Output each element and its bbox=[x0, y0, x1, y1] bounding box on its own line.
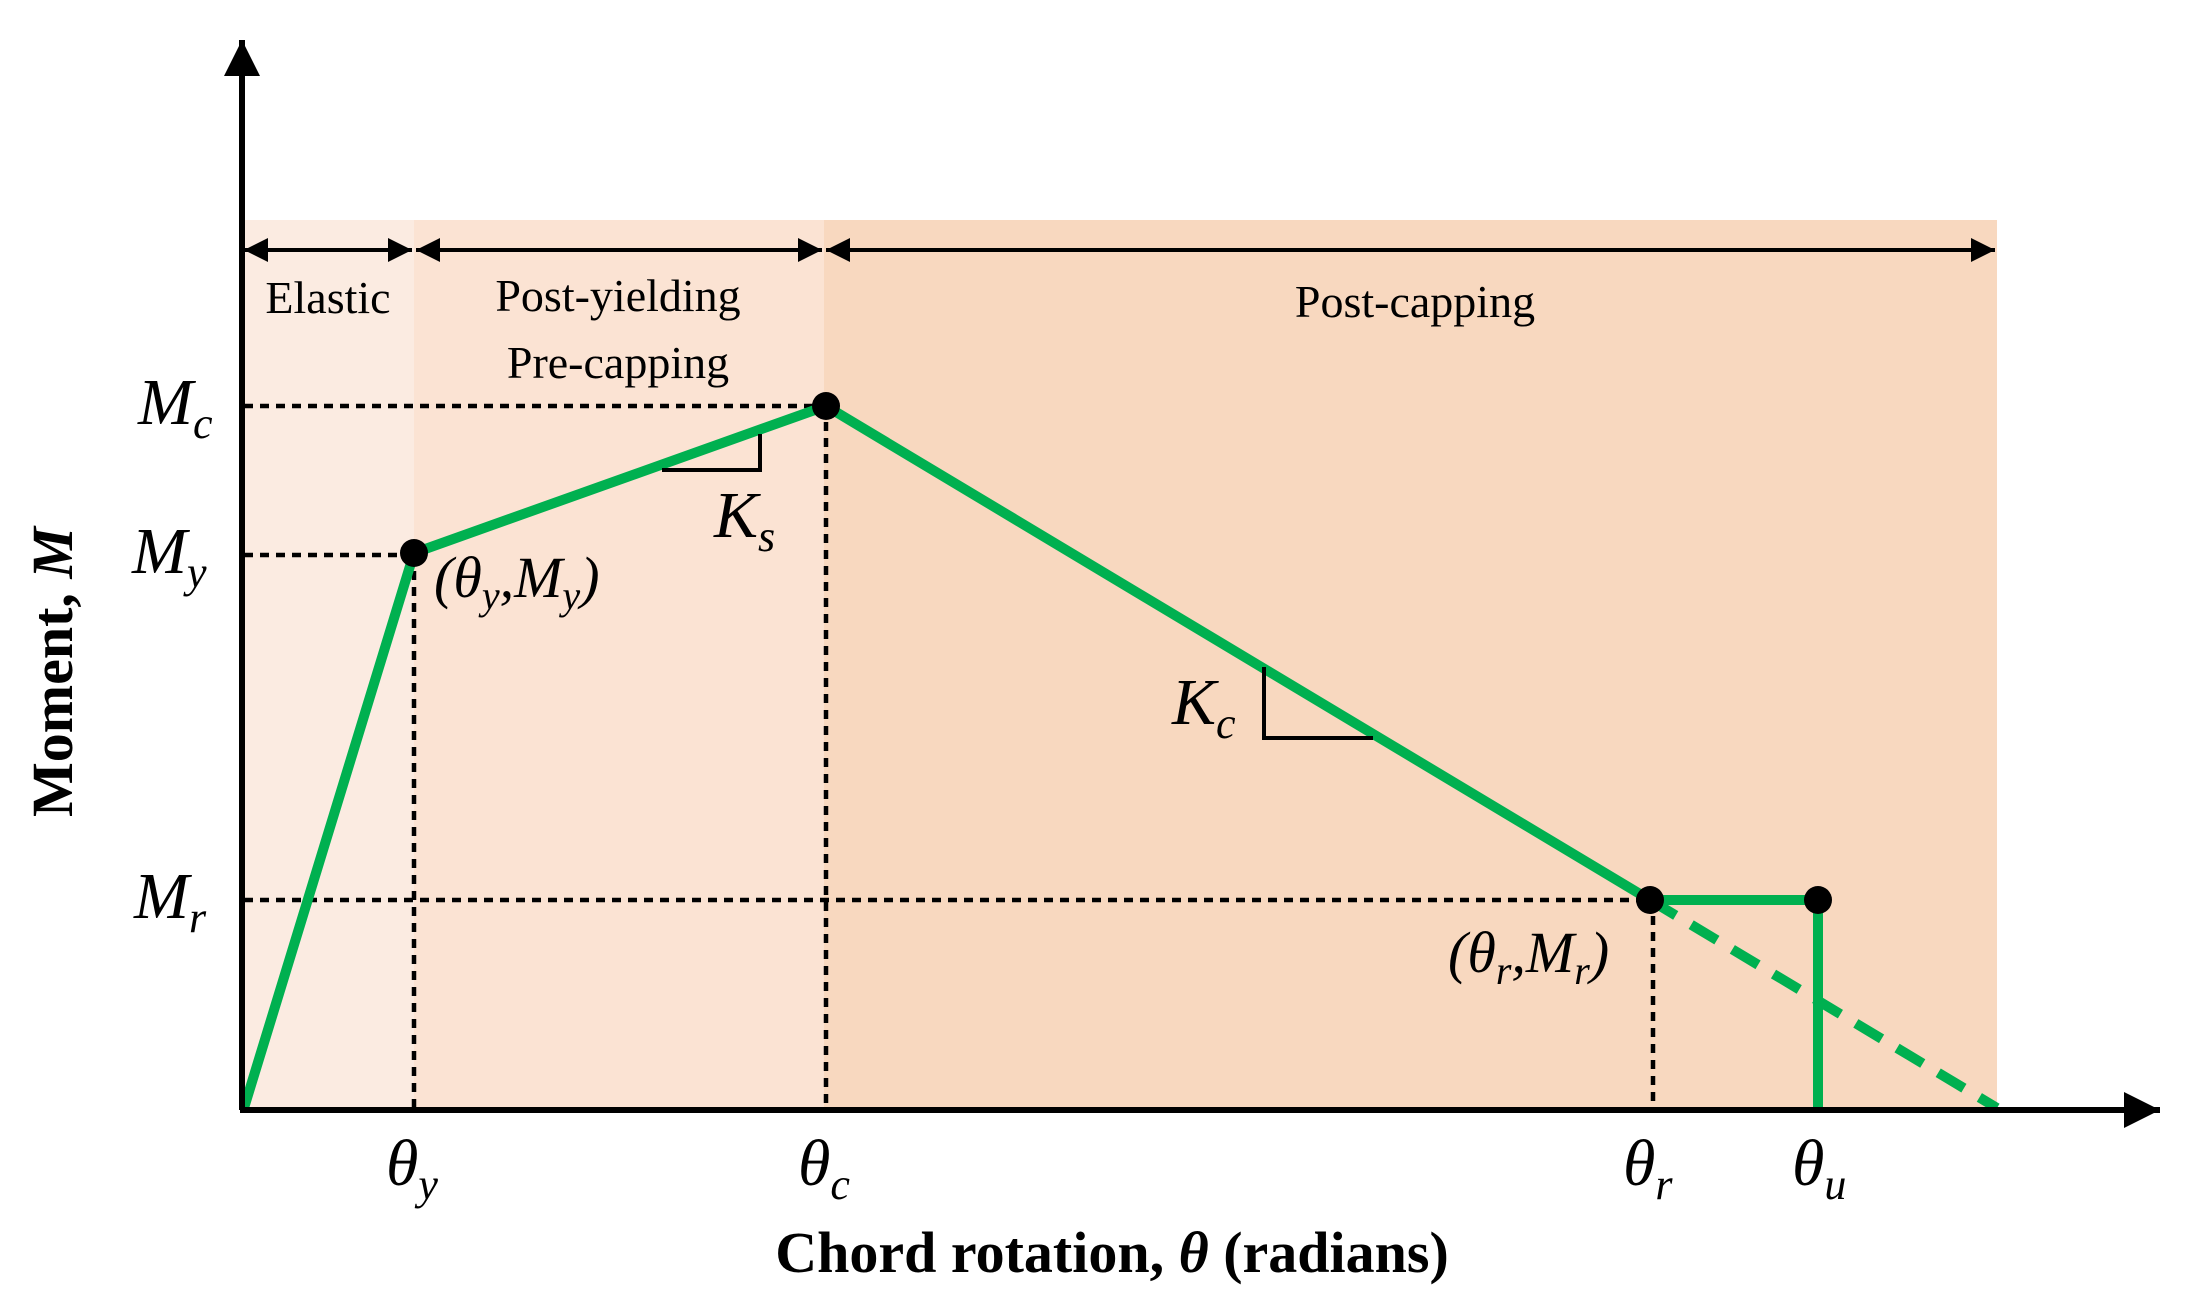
region-label-post-yielding: Post-yielding bbox=[495, 270, 740, 321]
region-elastic bbox=[242, 220, 414, 1108]
backbone-curve bbox=[239, 400, 1823, 1110]
y-tick-my: My bbox=[131, 515, 207, 597]
region-post-capping bbox=[824, 220, 1997, 1108]
x-tick-theta-r: θr bbox=[1623, 1127, 1673, 1209]
slope-triangle-kc bbox=[1262, 667, 1373, 740]
region-label-pre-capping: Pre-capping bbox=[507, 337, 729, 388]
label-kc: Kc bbox=[1171, 666, 1236, 748]
y-axis-title: Moment, M bbox=[20, 525, 85, 817]
backbone-extension-dashed bbox=[1647, 895, 2000, 1113]
point-ultimate bbox=[1804, 886, 1832, 914]
region-label-post-capping: Post-capping bbox=[1295, 276, 1535, 327]
x-axis-title: Chord rotation, θ (radians) bbox=[775, 1220, 1449, 1285]
point-yield bbox=[400, 539, 428, 567]
region-label-elastic: Elastic bbox=[265, 272, 390, 323]
x-tick-theta-c: θc bbox=[798, 1127, 850, 1209]
x-tick-theta-y: θy bbox=[386, 1127, 438, 1209]
point-residual bbox=[1636, 886, 1664, 914]
y-tick-mc: Mc bbox=[137, 366, 213, 448]
point-capping bbox=[812, 392, 840, 420]
label-residual-point: (θr,Mr) bbox=[1448, 920, 1609, 993]
label-ks: Ks bbox=[713, 479, 775, 561]
region-post-yielding bbox=[414, 220, 824, 1108]
y-tick-mr: Mr bbox=[133, 860, 207, 942]
label-yield-point: (θy,My) bbox=[434, 545, 600, 618]
x-tick-theta-u: θu bbox=[1792, 1127, 1846, 1209]
slope-triangle-ks bbox=[662, 434, 762, 472]
